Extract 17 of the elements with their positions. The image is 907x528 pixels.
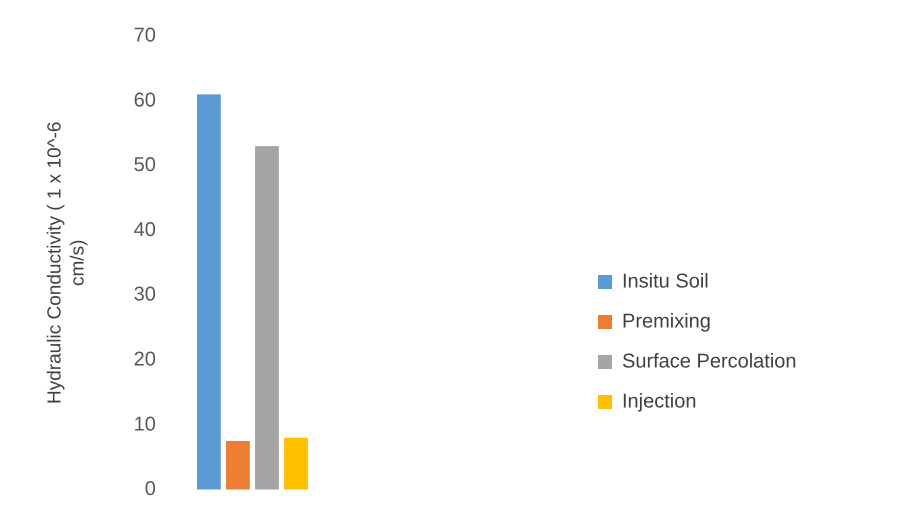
- bar: [284, 438, 308, 490]
- y-tick-label: 50: [134, 154, 156, 176]
- y-tick-label: 40: [134, 218, 156, 241]
- y-tick-label: 70: [134, 24, 156, 47]
- bar: [226, 441, 250, 490]
- y-tick-label: 10: [134, 413, 156, 436]
- legend-label: Insitu Soil: [622, 270, 709, 293]
- y-tick-label: 30: [134, 284, 156, 306]
- y-tick-label: 20: [134, 348, 156, 371]
- y-tick-label: 60: [134, 89, 156, 112]
- legend-label: Surface Percolation: [622, 350, 797, 373]
- bar: [196, 94, 221, 490]
- legend-label: Injection: [622, 390, 696, 413]
- bar: [255, 146, 279, 490]
- legend-label: Premixing: [622, 310, 711, 333]
- y-axis-title: Hydraulic Conductivity ( 1 x 10^-6 cm/s): [44, 122, 88, 404]
- y-tick-label: 0: [144, 478, 156, 500]
